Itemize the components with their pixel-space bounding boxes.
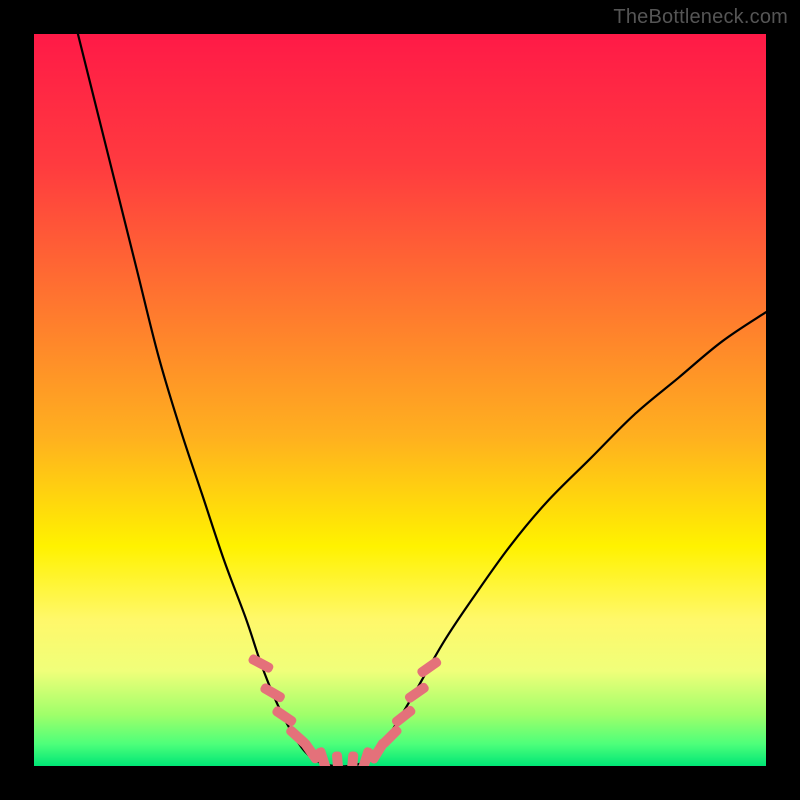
chart-container: TheBottleneck.com — [0, 0, 800, 800]
bottleneck-curve — [78, 34, 766, 766]
accent-marker — [390, 704, 417, 728]
accent-marker — [271, 705, 298, 728]
watermark-text: TheBottleneck.com — [613, 6, 788, 29]
accent-marker — [259, 682, 287, 704]
accent-marker — [332, 751, 344, 766]
curve-overlay — [34, 34, 766, 766]
plot-area — [34, 34, 766, 766]
accent-marker — [403, 681, 430, 704]
accent-marker — [378, 724, 403, 749]
accent-marker — [247, 653, 275, 674]
accent-marker — [416, 656, 443, 679]
accent-marker — [314, 746, 332, 766]
accent-marker — [346, 751, 358, 766]
